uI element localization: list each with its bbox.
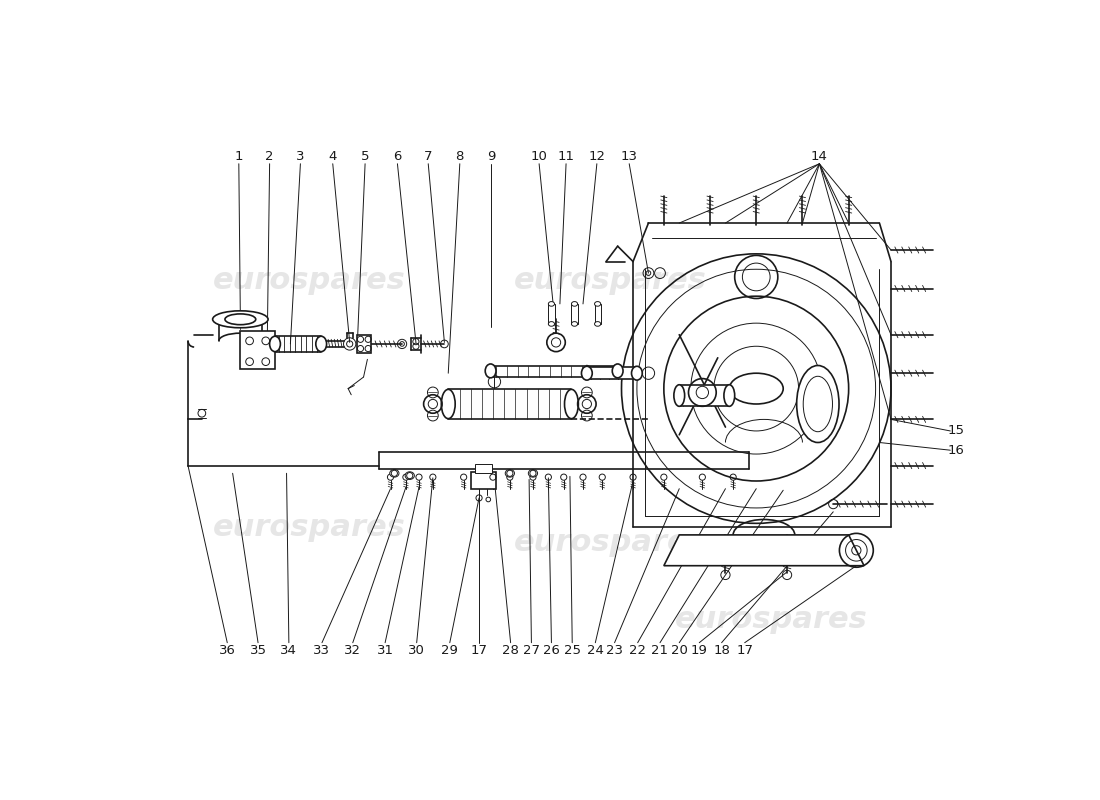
Ellipse shape [796, 366, 839, 442]
Ellipse shape [270, 336, 280, 352]
Text: 2: 2 [265, 150, 274, 162]
Ellipse shape [226, 314, 255, 325]
Ellipse shape [594, 322, 601, 326]
Text: 29: 29 [441, 644, 459, 657]
Text: eurospares: eurospares [514, 266, 706, 295]
Ellipse shape [505, 470, 515, 477]
Ellipse shape [548, 322, 554, 326]
Bar [241, 331, 275, 370]
Polygon shape [664, 535, 865, 566]
Text: 17: 17 [736, 644, 754, 657]
Text: 5: 5 [361, 150, 370, 162]
Text: 21: 21 [651, 644, 669, 657]
Text: 34: 34 [280, 644, 297, 657]
Text: 25: 25 [563, 644, 581, 657]
Ellipse shape [389, 470, 399, 477]
Ellipse shape [582, 366, 592, 380]
Text: eurospares: eurospares [514, 528, 706, 557]
Text: 20: 20 [671, 644, 688, 657]
Text: 28: 28 [503, 644, 519, 657]
Ellipse shape [571, 322, 578, 326]
Text: 22: 22 [629, 644, 646, 657]
Text: 1: 1 [234, 150, 243, 162]
Bar [475, 464, 492, 474]
Text: 27: 27 [522, 644, 540, 657]
Bar [572, 304, 578, 324]
Text: 19: 19 [691, 644, 707, 657]
Text: 17: 17 [471, 644, 487, 657]
Text: 8: 8 [455, 150, 464, 162]
Bar [680, 385, 729, 406]
Bar [548, 304, 554, 324]
Text: 6: 6 [393, 150, 402, 162]
Text: 32: 32 [344, 644, 361, 657]
Text: 14: 14 [811, 150, 828, 162]
Ellipse shape [613, 364, 623, 378]
Ellipse shape [594, 302, 601, 306]
Text: 18: 18 [713, 644, 730, 657]
Ellipse shape [724, 385, 735, 406]
Text: 30: 30 [408, 644, 425, 657]
Text: eurospares: eurospares [213, 266, 406, 295]
Ellipse shape [803, 376, 833, 432]
Text: eurospares: eurospares [675, 605, 868, 634]
Bar [587, 367, 637, 379]
Ellipse shape [528, 470, 538, 477]
Ellipse shape [564, 390, 579, 418]
Bar [594, 304, 601, 324]
Ellipse shape [212, 311, 268, 328]
Ellipse shape [729, 373, 783, 404]
Text: 11: 11 [558, 150, 574, 162]
Ellipse shape [441, 390, 455, 418]
Bar [358, 334, 372, 353]
Text: 7: 7 [424, 150, 432, 162]
Text: 35: 35 [250, 644, 266, 657]
Ellipse shape [548, 302, 554, 306]
Ellipse shape [631, 366, 642, 380]
Text: 12: 12 [588, 150, 605, 162]
Text: 23: 23 [606, 644, 623, 657]
Ellipse shape [485, 364, 496, 378]
Text: 24: 24 [587, 644, 604, 657]
Text: 36: 36 [219, 644, 235, 657]
Text: 26: 26 [543, 644, 560, 657]
Ellipse shape [571, 302, 578, 306]
Text: 33: 33 [314, 644, 330, 657]
Text: 15: 15 [948, 425, 965, 438]
Text: eurospares: eurospares [213, 513, 406, 542]
Text: 16: 16 [948, 444, 965, 457]
Ellipse shape [316, 336, 327, 352]
Ellipse shape [674, 385, 684, 406]
Text: 10: 10 [530, 150, 548, 162]
Text: 31: 31 [376, 644, 394, 657]
Bar [472, 472, 496, 489]
Text: 13: 13 [620, 150, 638, 162]
Text: 9: 9 [487, 150, 496, 162]
Text: 3: 3 [296, 150, 305, 162]
Text: 4: 4 [329, 150, 337, 162]
Ellipse shape [405, 472, 415, 479]
